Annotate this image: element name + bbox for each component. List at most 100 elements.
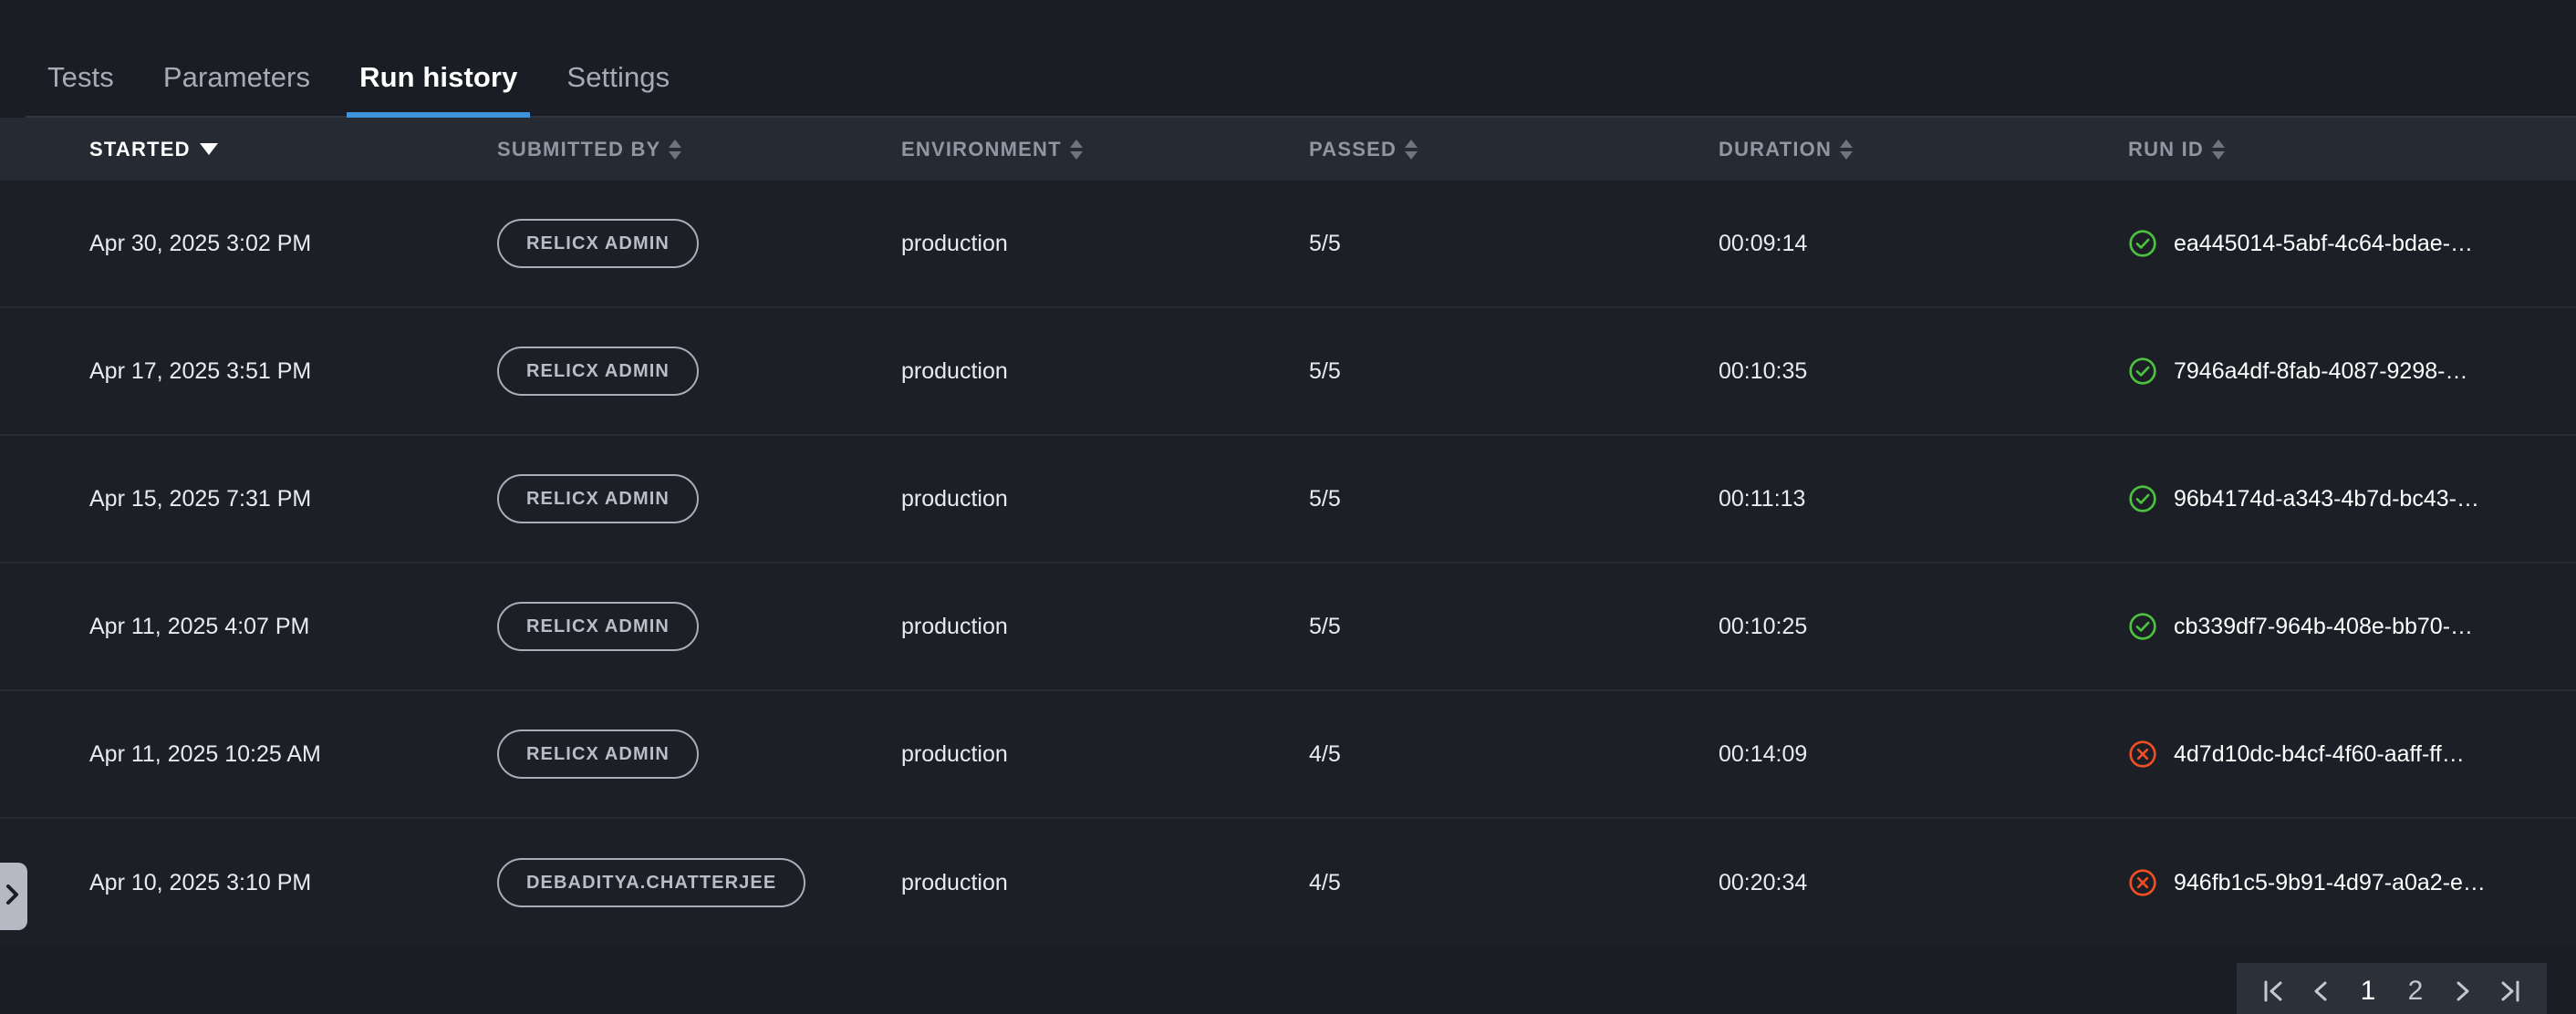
started-text: Apr 10, 2025 3:10 PM	[89, 869, 312, 895]
column-header-label: ENVIRONMENT	[901, 137, 1062, 160]
cell-duration: 00:20:34	[1719, 870, 2128, 896]
cell-submitted-by: DEBADITYA.CHATTERJEE	[497, 858, 901, 907]
started-text: Apr 11, 2025 10:25 AM	[89, 740, 321, 767]
tab-label: Tests	[47, 61, 114, 93]
duration-text: 00:10:25	[1719, 613, 1808, 639]
sort-toggle-icon	[2211, 139, 2225, 160]
cell-passed: 5/5	[1309, 614, 1719, 640]
duration-text: 00:20:34	[1719, 869, 1808, 895]
column-header-passed[interactable]: PASSED	[1309, 138, 1719, 161]
table-row[interactable]: Apr 17, 2025 3:51 PM RELICX ADMIN produc…	[0, 308, 2576, 436]
table-row[interactable]: Apr 15, 2025 7:31 PM RELICX ADMIN produc…	[0, 436, 2576, 564]
cell-started: Apr 17, 2025 3:51 PM	[0, 358, 497, 385]
column-header-started[interactable]: STARTED	[0, 138, 497, 161]
cell-run-id: 946fb1c5-9b91-4d97-a0a2-e…	[2128, 868, 2576, 897]
passed-text: 5/5	[1309, 357, 1341, 384]
sidebar-expand-handle[interactable]	[0, 863, 27, 930]
cell-passed: 4/5	[1309, 870, 1719, 896]
sort-toggle-icon	[1840, 139, 1854, 160]
sort-toggle-icon	[1069, 139, 1083, 160]
tab-label: Parameters	[162, 61, 311, 93]
column-header-label: RUN ID	[2128, 137, 2204, 160]
cell-submitted-by: RELICX ADMIN	[497, 347, 901, 396]
run-id-text: 946fb1c5-9b91-4d97-a0a2-e…	[2174, 869, 2486, 895]
cell-started: Apr 11, 2025 4:07 PM	[0, 614, 497, 640]
column-header-label: SUBMITTED BY	[497, 137, 661, 160]
run-id-text: cb339df7-964b-408e-bb70-…	[2174, 613, 2474, 639]
failure-x-icon	[2129, 869, 2156, 896]
submitted-by-chip[interactable]: RELICX ADMIN	[497, 729, 699, 779]
tab-label: Settings	[566, 61, 670, 93]
duration-text: 00:09:14	[1719, 230, 1808, 256]
cell-environment: production	[901, 870, 1309, 896]
tab-label: Run history	[359, 61, 518, 93]
submitted-by-chip[interactable]: RELICX ADMIN	[497, 602, 699, 651]
passed-text: 5/5	[1309, 230, 1341, 256]
success-check-icon	[2129, 230, 2156, 257]
cell-started: Apr 15, 2025 7:31 PM	[0, 486, 497, 512]
failure-x-icon	[2129, 740, 2156, 768]
run-id-text: 7946a4df-8fab-4087-9298-…	[2174, 357, 2468, 384]
column-header-environment[interactable]: ENVIRONMENT	[901, 138, 1309, 161]
cell-passed: 5/5	[1309, 358, 1719, 385]
tab-parameters[interactable]: Parameters	[151, 61, 323, 118]
column-header-submitted-by[interactable]: SUBMITTED BY	[497, 138, 901, 161]
success-check-icon	[2129, 357, 2156, 385]
cell-run-id: 96b4174d-a343-4b7d-bc43-…	[2128, 484, 2576, 513]
environment-text: production	[901, 357, 1008, 384]
column-header-duration[interactable]: DURATION	[1719, 138, 2128, 161]
column-header-label: PASSED	[1309, 137, 1397, 160]
tab-settings[interactable]: Settings	[554, 61, 682, 118]
cell-run-id: cb339df7-964b-408e-bb70-…	[2128, 612, 2576, 641]
table-row[interactable]: Apr 11, 2025 4:07 PM RELICX ADMIN produc…	[0, 564, 2576, 691]
pagination-first-button[interactable]	[2249, 963, 2297, 1014]
tab-run-history[interactable]: Run history	[347, 61, 531, 118]
pagination-next-button[interactable]	[2439, 963, 2487, 1014]
cell-duration: 00:09:14	[1719, 231, 2128, 257]
started-text: Apr 30, 2025 3:02 PM	[89, 230, 312, 256]
pagination-prev-button[interactable]	[2297, 963, 2344, 1014]
cell-environment: production	[901, 614, 1309, 640]
table-row[interactable]: Apr 30, 2025 3:02 PM RELICX ADMIN produc…	[0, 181, 2576, 308]
duration-text: 00:11:13	[1719, 485, 1806, 512]
submitted-by-chip[interactable]: RELICX ADMIN	[497, 347, 699, 396]
pagination-page-2[interactable]: 2	[2392, 963, 2439, 1014]
table-row[interactable]: Apr 11, 2025 10:25 AM RELICX ADMIN produ…	[0, 691, 2576, 819]
pagination-page-label: 2	[2407, 976, 2424, 1006]
run-id-link[interactable]: 7946a4df-8fab-4087-9298-…	[2128, 357, 2467, 386]
started-text: Apr 11, 2025 4:07 PM	[89, 613, 310, 639]
column-header-label: STARTED	[89, 137, 191, 160]
chevron-right-icon	[4, 883, 22, 911]
tab-tests[interactable]: Tests	[35, 61, 127, 118]
cell-submitted-by: RELICX ADMIN	[497, 219, 901, 268]
cell-duration: 00:10:35	[1719, 358, 2128, 385]
cell-started: Apr 10, 2025 3:10 PM	[0, 870, 497, 896]
run-id-link[interactable]: cb339df7-964b-408e-bb70-…	[2128, 612, 2473, 641]
environment-text: production	[901, 740, 1008, 767]
run-id-link[interactable]: ea445014-5abf-4c64-bdae-…	[2128, 229, 2473, 258]
column-header-run-id[interactable]: RUN ID	[2128, 138, 2576, 161]
cell-duration: 00:14:09	[1719, 741, 2128, 768]
run-id-link[interactable]: 4d7d10dc-b4cf-4f60-aaff-ff…	[2128, 740, 2465, 769]
pagination-last-button[interactable]	[2487, 963, 2534, 1014]
run-id-link[interactable]: 96b4174d-a343-4b7d-bc43-…	[2128, 484, 2479, 513]
passed-text: 4/5	[1309, 740, 1341, 767]
submitted-by-chip[interactable]: DEBADITYA.CHATTERJEE	[497, 858, 806, 907]
submitted-by-chip[interactable]: RELICX ADMIN	[497, 474, 699, 523]
cell-passed: 4/5	[1309, 741, 1719, 768]
cell-run-id: 4d7d10dc-b4cf-4f60-aaff-ff…	[2128, 740, 2576, 769]
submitted-by-chip[interactable]: RELICX ADMIN	[497, 219, 699, 268]
sort-desc-icon	[199, 143, 218, 155]
cell-submitted-by: RELICX ADMIN	[497, 602, 901, 651]
cell-environment: production	[901, 741, 1309, 768]
cell-run-id: ea445014-5abf-4c64-bdae-…	[2128, 229, 2576, 258]
cell-duration: 00:10:25	[1719, 614, 2128, 640]
run-history-table: STARTED SUBMITTED BY ENVIRONMENT PASSED …	[0, 118, 2576, 947]
pagination-page-1[interactable]: 1	[2344, 963, 2392, 1014]
run-id-link[interactable]: 946fb1c5-9b91-4d97-a0a2-e…	[2128, 868, 2486, 897]
success-check-icon	[2129, 613, 2156, 640]
environment-text: production	[901, 485, 1008, 512]
table-row[interactable]: Apr 10, 2025 3:10 PM DEBADITYA.CHATTERJE…	[0, 819, 2576, 947]
duration-text: 00:10:35	[1719, 357, 1808, 384]
